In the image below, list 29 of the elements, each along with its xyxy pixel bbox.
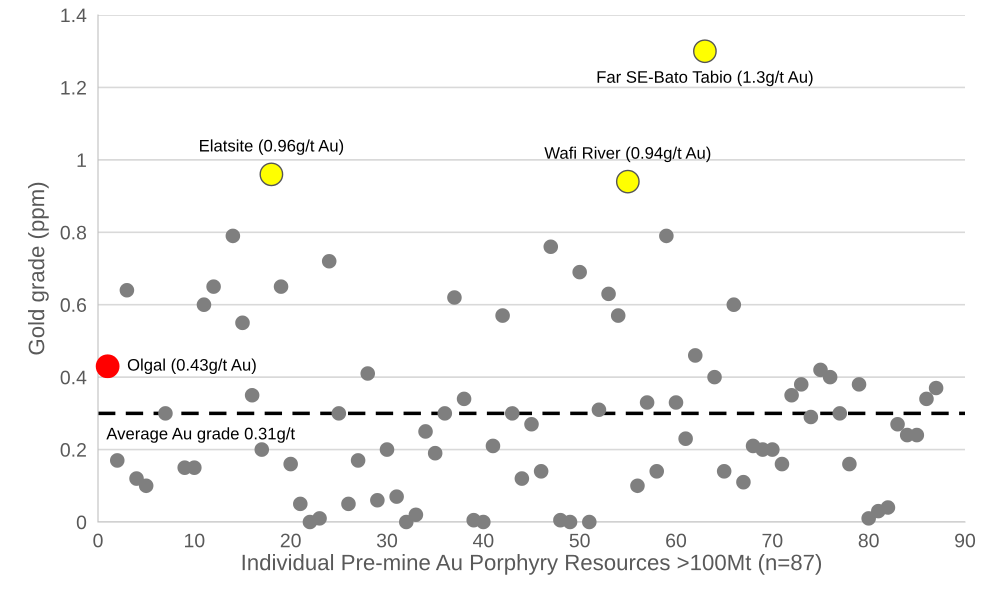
annotation: Elatsite (0.96g/t Au) — [200, 139, 344, 155]
x-tick-label: 50 — [570, 534, 590, 548]
y-axis-title: Gold grade (ppm) — [28, 182, 49, 354]
ref-line-label: Average Au grade 0.31g/t — [106, 427, 295, 443]
y-tick-label: 0.8 — [60, 226, 86, 240]
x-tick-label: 0 — [93, 534, 103, 548]
x-axis-title: Individual Pre-mine Au Porphyry Resources >100Mt (n=87) — [242, 554, 822, 575]
y-tick-label: 1.4 — [61, 8, 86, 22]
y-tick-label: 1 — [78, 154, 86, 167]
x-tick-label: 90 — [955, 534, 976, 548]
y-tick-label: 0.4 — [60, 370, 86, 384]
y-tick-label: 1.2 — [61, 80, 86, 94]
point — [96, 354, 120, 378]
x-tick-label: 80 — [858, 534, 879, 548]
annotation: Wafi River (0.94g/t Au) — [544, 146, 710, 162]
x-tick-label: 70 — [762, 534, 782, 548]
annotation: Far SE-Bato Tabio (1.3g/t Au) — [598, 70, 813, 86]
annotation: Olgal (0.43g/t Au) — [128, 358, 256, 374]
y-tick-label: 0.6 — [60, 298, 86, 312]
x-tick-label: 30 — [376, 534, 398, 548]
point — [616, 170, 640, 194]
point — [693, 39, 717, 64]
y-tick-label: 0 — [76, 515, 86, 530]
x-tick-label: 60 — [666, 534, 686, 548]
x-tick-label: 10 — [185, 534, 204, 548]
x-tick-label: 40 — [472, 534, 494, 548]
point — [260, 162, 284, 186]
x-tick-label: 20 — [280, 534, 301, 548]
y-tick-label: 0.2 — [60, 443, 86, 457]
